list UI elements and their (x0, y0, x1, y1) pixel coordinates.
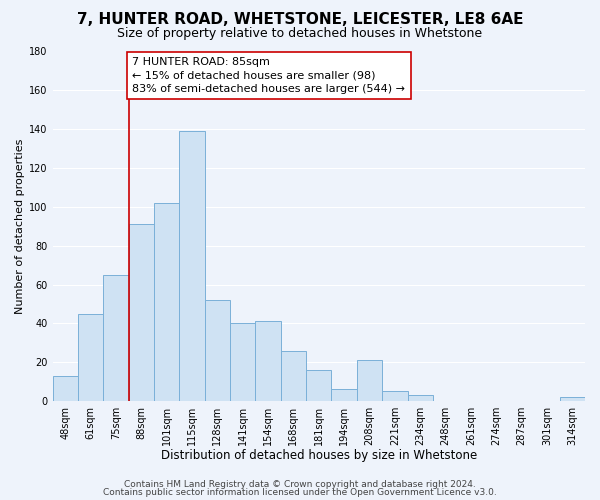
Text: Contains public sector information licensed under the Open Government Licence v3: Contains public sector information licen… (103, 488, 497, 497)
Bar (407, 396, 433, 401)
Bar (382, 392, 407, 401)
Bar (53, 376, 78, 401)
Bar (306, 370, 331, 401)
Text: Size of property relative to detached houses in Whetstone: Size of property relative to detached ho… (118, 28, 482, 40)
Bar (331, 390, 357, 401)
Text: 7 HUNTER ROAD: 85sqm
← 15% of detached houses are smaller (98)
83% of semi-detac: 7 HUNTER ROAD: 85sqm ← 15% of detached h… (133, 58, 406, 94)
Bar (281, 350, 306, 401)
Bar (205, 300, 230, 401)
Bar (230, 324, 256, 401)
Bar (78, 314, 103, 401)
Bar (560, 397, 585, 401)
Text: Contains HM Land Registry data © Crown copyright and database right 2024.: Contains HM Land Registry data © Crown c… (124, 480, 476, 489)
Text: 7, HUNTER ROAD, WHETSTONE, LEICESTER, LE8 6AE: 7, HUNTER ROAD, WHETSTONE, LEICESTER, LE… (77, 12, 523, 28)
Bar (179, 131, 205, 401)
Y-axis label: Number of detached properties: Number of detached properties (15, 138, 25, 314)
Bar (128, 224, 154, 401)
Bar (357, 360, 382, 401)
Bar (154, 203, 179, 401)
Bar (256, 322, 281, 401)
Bar (103, 275, 128, 401)
X-axis label: Distribution of detached houses by size in Whetstone: Distribution of detached houses by size … (161, 450, 477, 462)
